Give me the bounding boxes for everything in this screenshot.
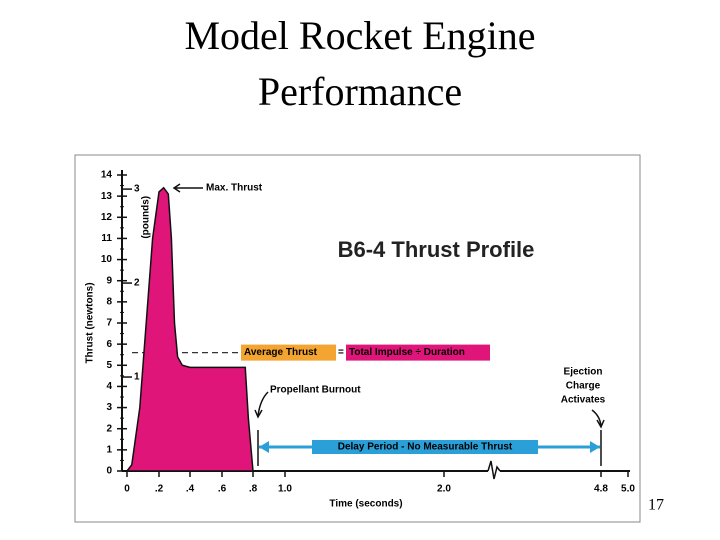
chart-title: B6-4 Thrust Profile [338, 237, 535, 262]
annotation: Max. Thrust [206, 183, 263, 194]
y-tick-label: 10 [101, 254, 113, 265]
x-tick-label: .6 [218, 484, 227, 495]
y-tick-label: 14 [101, 170, 113, 181]
y-tick-label: 8 [106, 296, 112, 307]
x-tick-label: .2 [155, 484, 164, 495]
x-tick-label: .8 [249, 484, 258, 495]
y-tick-label: 13 [101, 191, 113, 202]
arrow [172, 183, 203, 193]
label-bg [346, 344, 490, 361]
x-tick-label: 2.0 [437, 484, 451, 495]
y-tick-label: 3 [106, 402, 112, 413]
y-tick-label: 6 [106, 339, 112, 350]
y-tick-label: 11 [101, 233, 112, 244]
arrow [254, 391, 269, 419]
annotation: Charge [566, 381, 601, 392]
y2-axis-label: (pounds) [141, 196, 152, 239]
y-tick-label: 0 [106, 466, 112, 477]
annotation: Propellant Burnout [270, 385, 361, 396]
annotation: Activates [561, 395, 606, 406]
arrow [591, 409, 605, 429]
y2-tick-label: 1 [134, 372, 140, 383]
x-tick-label: 1.0 [278, 484, 292, 495]
y2-tick-label: 2 [134, 278, 140, 289]
x-tick-label: 4.8 [594, 484, 608, 495]
axis-break [487, 460, 501, 480]
y-axis-label: Thrust (newtons) [85, 282, 96, 363]
x-axis-label: Time (seconds) [329, 499, 402, 510]
x-tick-label: 5.0 [621, 484, 635, 495]
average-thrust-label: = [338, 347, 344, 358]
annotation: Delay Period - No Measurable Thrust [338, 442, 513, 453]
y-tick-label: 9 [106, 275, 112, 286]
y-tick-label: 12 [101, 212, 113, 223]
thrust-area [125, 186, 254, 472]
label-bg [241, 344, 336, 361]
label-bg [312, 440, 538, 454]
y-tick-label: 5 [106, 360, 112, 371]
y-tick-label: 2 [106, 423, 112, 434]
x-tick-label: .4 [186, 484, 195, 495]
page-number: 17 [648, 497, 664, 514]
y-tick-label: 4 [106, 381, 112, 392]
annotation: Ejection [564, 367, 603, 378]
y-tick-label: 1 [106, 444, 112, 455]
x-tick-label: 0 [124, 484, 130, 495]
slide-title: Model Rocket Engine [184, 13, 535, 58]
average-thrust-label: Average Thrust [244, 347, 318, 358]
y-tick-label: 7 [106, 318, 112, 329]
y2-tick-label: 3 [134, 184, 140, 195]
slide-title: Performance [258, 69, 462, 114]
average-thrust-label: Total Impulse ÷ Duration [349, 347, 465, 358]
